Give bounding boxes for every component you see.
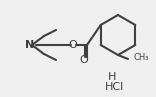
- Text: O: O: [69, 40, 77, 50]
- Text: O: O: [80, 55, 88, 65]
- Text: N: N: [25, 40, 35, 50]
- Text: HCl: HCl: [105, 82, 124, 92]
- Text: CH₃: CH₃: [133, 54, 149, 62]
- Text: H: H: [108, 72, 116, 82]
